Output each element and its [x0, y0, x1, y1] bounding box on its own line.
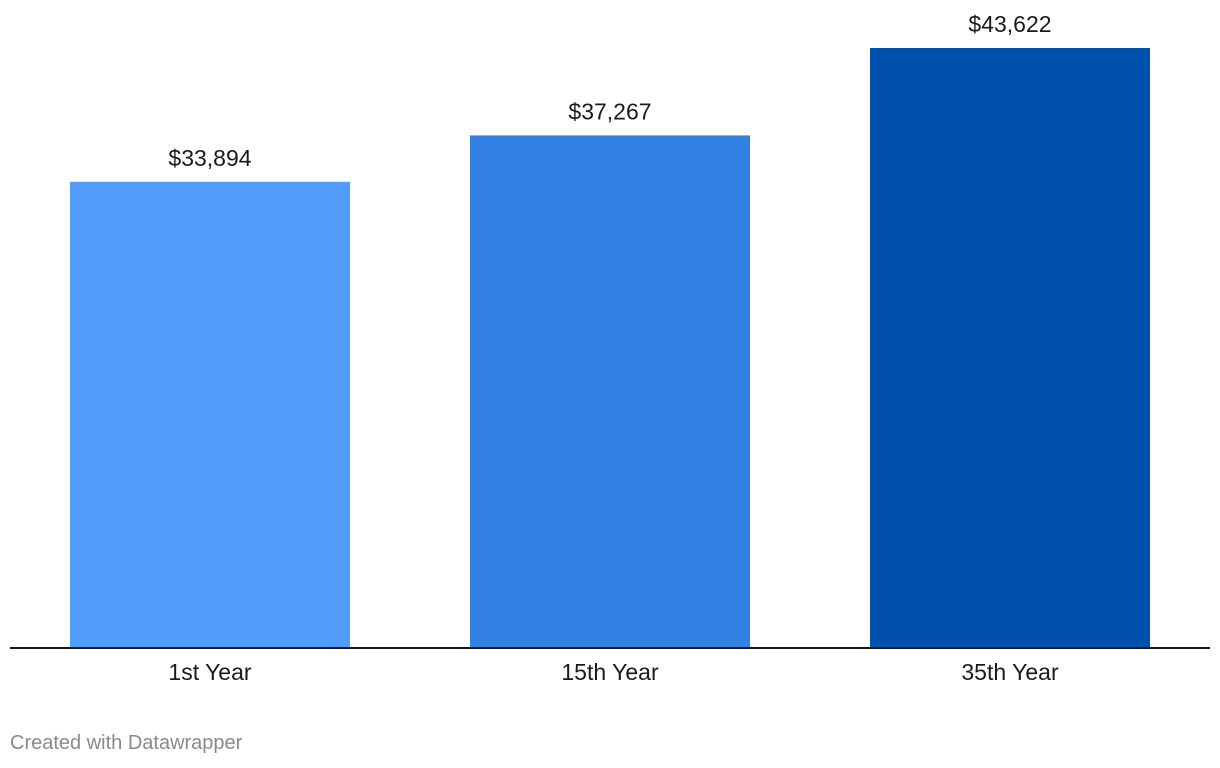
x-axis-tick-labels: 1st Year 15th Year 35th Year — [168, 659, 1059, 685]
value-label-1st-year: $33,894 — [168, 145, 251, 171]
bar-1st-year[interactable] — [70, 181, 350, 648]
bar-35th-year[interactable] — [870, 48, 1150, 648]
datawrapper-credit[interactable]: Created with Datawrapper — [10, 732, 243, 754]
tick-label-1st-year: 1st Year — [168, 659, 251, 685]
value-label-15th-year: $37,267 — [568, 98, 651, 124]
tick-label-35th-year: 35th Year — [961, 659, 1059, 685]
bar-15th-year[interactable] — [470, 135, 750, 648]
bar-chart: $33,894 $37,267 $43,622 1st Year 15th Year 3… — [10, 11, 1210, 685]
bars-group — [70, 48, 1150, 648]
tick-label-15th-year: 15th Year — [561, 659, 659, 685]
value-label-35th-year: $43,622 — [968, 11, 1051, 37]
value-labels-group: $33,894 $37,267 $43,622 — [168, 11, 1051, 171]
